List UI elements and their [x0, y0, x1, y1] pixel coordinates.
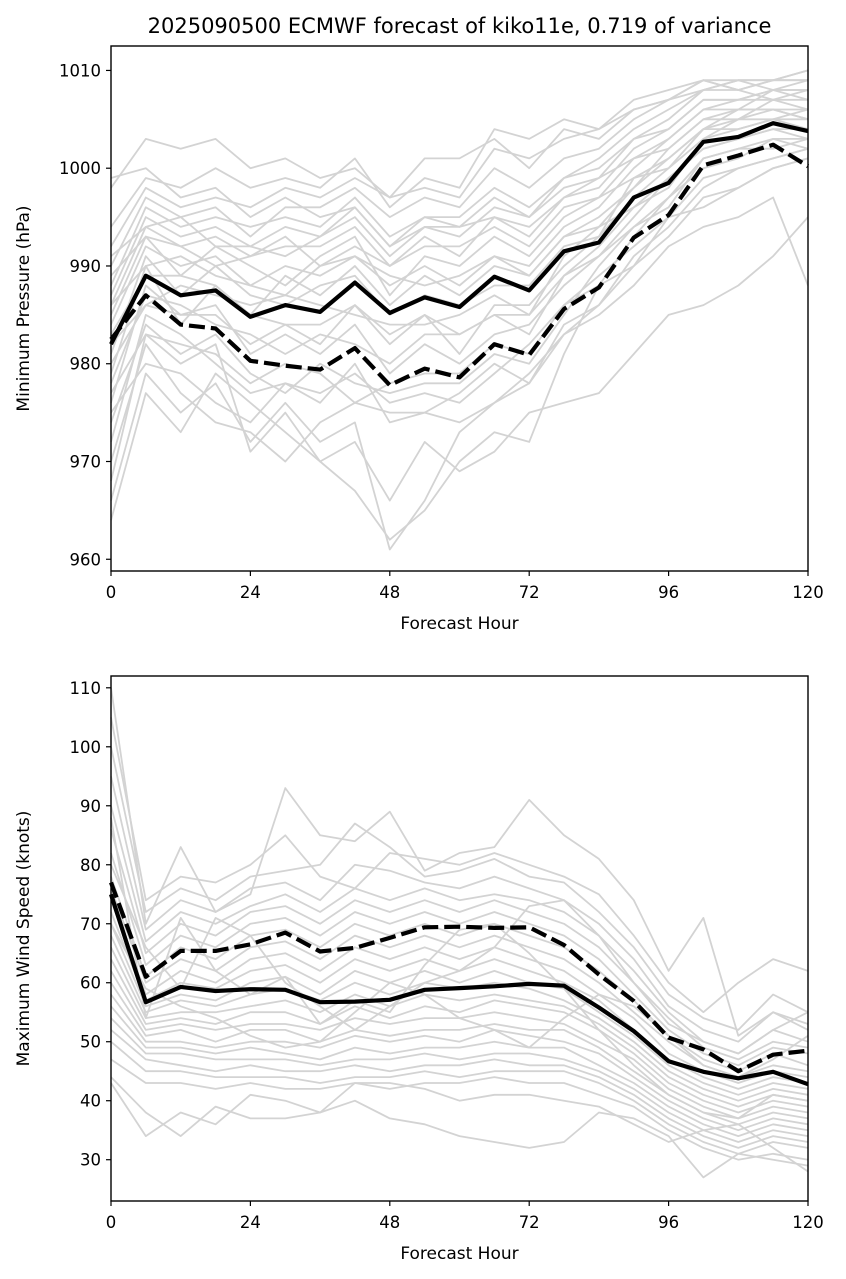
- pressure-ensemble-line: [110, 108, 808, 257]
- pressure-ensemble-line: [110, 89, 809, 296]
- wind-y-tick-label: 30: [80, 1151, 101, 1170]
- pressure-x-tick-label: 24: [240, 583, 261, 602]
- pressure-ensemble-line: [110, 69, 809, 247]
- wind-y-tick-label: 110: [70, 679, 102, 698]
- pressure-x-tick-label: 72: [519, 583, 540, 602]
- wind-ensemble-line: [110, 1017, 809, 1143]
- wind-y-tick-label: 60: [80, 974, 101, 993]
- pressure-solid-line: [109, 121, 809, 346]
- wind-y-tick-label: 90: [80, 797, 101, 816]
- pressure-ensemble-line: [110, 118, 808, 277]
- wind-x-axis-label: Forecast Hour: [400, 1244, 518, 1264]
- pressure-y-tick-label: 1010: [59, 61, 101, 80]
- wind-ensemble-line: [110, 717, 809, 1014]
- wind-x-tick-label: 24: [240, 1213, 261, 1232]
- pressure-ensemble-lines: [110, 69, 809, 551]
- wind-ensemble-line: [110, 1041, 809, 1155]
- wind-ensemble-line: [110, 888, 809, 1078]
- wind-plot-frame: [110, 675, 809, 1202]
- pressure-x-axis-label: Forecast Hour: [400, 614, 518, 634]
- pressure-ensemble-line: [110, 79, 808, 228]
- wind-x-tick-label: 48: [379, 1213, 400, 1232]
- wind-ensemble-line: [110, 805, 809, 1055]
- wind-ensemble-line: [110, 993, 809, 1132]
- pressure-dashed-line: [109, 142, 810, 388]
- wind-ensemble-line: [110, 1029, 809, 1149]
- wind-y-tick-label: 100: [70, 738, 102, 757]
- pressure-plot-frame: [110, 45, 809, 572]
- pressure-x-tick-label: 0: [106, 583, 117, 602]
- wind-x-tick-label: 72: [519, 1213, 540, 1232]
- wind-y-axis-label: Maximum Wind Speed (knots): [14, 811, 34, 1067]
- wind-ensemble-line: [110, 1076, 809, 1173]
- wind-x-tick-label: 0: [106, 1213, 117, 1232]
- wind-y-tick-label: 40: [80, 1092, 101, 1111]
- pressure-ensemble-line: [110, 147, 809, 463]
- pressure-ensemble-line: [110, 216, 809, 521]
- pressure-ensemble-line: [110, 137, 808, 346]
- wind-x-ticks: 0 24 48 72 96 120: [106, 1201, 824, 1232]
- wind-x-tick-label: 96: [658, 1213, 679, 1232]
- wind-ensemble-line: [110, 1082, 809, 1179]
- wind-ensemble-line: [110, 923, 809, 1078]
- pressure-x-tick-label: 120: [792, 583, 824, 602]
- pressure-y-ticks: 960 970 980 990 1000 1010: [59, 61, 111, 569]
- pressure-ensemble-line: [110, 108, 809, 355]
- wind-ensemble-line: [110, 876, 809, 1073]
- pressure-x-tick-label: 48: [379, 583, 400, 602]
- wind-y-ticks: 30 40 50 60 70 80 90 100 110: [70, 679, 111, 1170]
- wind-solid-line: [109, 893, 809, 1087]
- wind-y-tick-label: 80: [80, 856, 101, 875]
- pressure-y-tick-label: 1000: [59, 159, 101, 178]
- wind-ensemble-line: [110, 776, 809, 1043]
- wind-ensemble-line: [110, 746, 809, 1031]
- pressure-ensemble-line: [110, 138, 809, 423]
- pressure-ensemble-line: [110, 89, 809, 316]
- wind-y-tick-label: 50: [80, 1033, 101, 1052]
- wind-ensemble-line: [110, 923, 809, 1096]
- pressure-ensemble-line: [110, 157, 809, 541]
- pressure-y-axis-label: Minimum Pressure (hPa): [14, 205, 34, 411]
- pressure-x-tick-label: 96: [658, 583, 679, 602]
- wind-x-tick-label: 120: [792, 1213, 824, 1232]
- wind-ensemble-line: [110, 958, 809, 1114]
- pressure-ensemble-line: [110, 79, 809, 199]
- pressure-y-tick-label: 980: [70, 355, 102, 374]
- pressure-ensemble-line: [110, 137, 809, 443]
- wind-dashed-line: [109, 881, 809, 1074]
- wind-ensemble-line: [110, 687, 809, 1037]
- pressure-y-tick-label: 990: [70, 257, 102, 276]
- wind-y-tick-label: 70: [80, 915, 101, 934]
- wind-ensemble-line: [110, 1058, 809, 1161]
- pressure-y-tick-label: 960: [70, 550, 102, 569]
- wind-ensemble-line: [110, 829, 809, 1061]
- pressure-panel: 0 24 48 72 96 120 960 970 980 990 1000 1010 Foreca…: [14, 45, 824, 634]
- pressure-ensemble-line: [110, 147, 809, 404]
- pressure-ensemble-line: [110, 157, 809, 424]
- pressure-summary-lines: [109, 121, 810, 388]
- chart-title: 2025090500 ECMWF forecast of kiko11e, 0.…: [148, 14, 772, 38]
- pressure-ensemble-line: [110, 196, 809, 551]
- wind-ensemble-line: [110, 1005, 809, 1137]
- wind-ensemble-lines: [110, 687, 809, 1179]
- wind-ensemble-line: [110, 817, 809, 1120]
- pressure-x-ticks: 0 24 48 72 96 120: [106, 571, 824, 602]
- wind-summary-lines: [109, 881, 809, 1087]
- wind-ensemble-line: [110, 864, 809, 1055]
- wind-ensemble-line: [110, 946, 809, 1108]
- pressure-y-tick-label: 970: [70, 453, 102, 472]
- pressure-ensemble-line: [110, 79, 808, 286]
- wind-ensemble-line: [110, 899, 809, 1084]
- wind-panel: 0 24 48 72 96 120 30 40 50 60 70 80 90 100 110 Foreca…: [14, 675, 824, 1264]
